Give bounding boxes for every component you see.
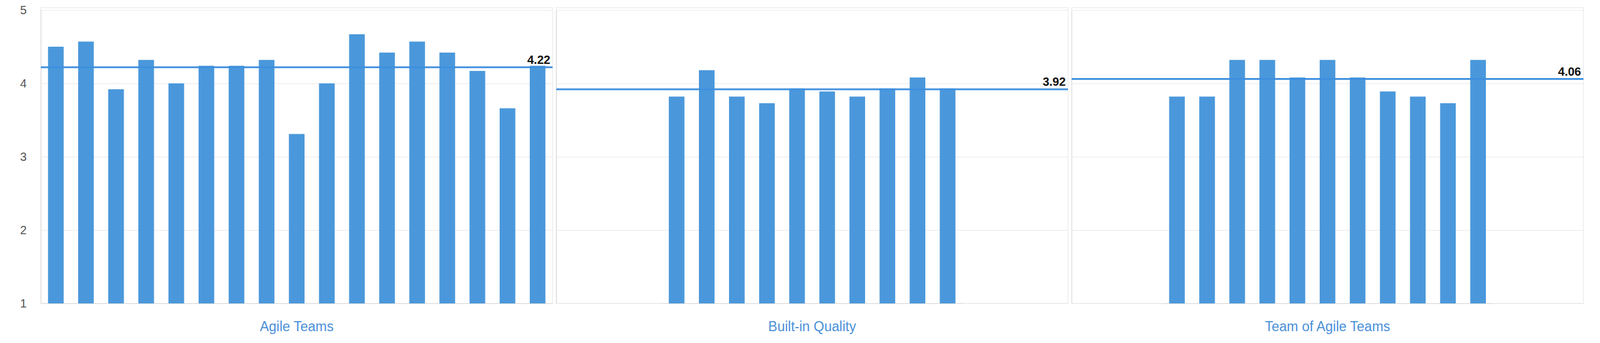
plot-area — [40, 34, 553, 304]
bar — [198, 65, 215, 304]
bar — [409, 41, 425, 304]
grid-line — [556, 230, 1069, 231]
bar — [258, 59, 275, 304]
y-axis — [556, 10, 1069, 304]
plot-area — [1071, 59, 1584, 304]
grid-line — [40, 10, 553, 11]
average-label: 4.22 — [527, 53, 551, 67]
y-axis — [1071, 10, 1584, 304]
bar — [1440, 102, 1456, 304]
panel-frame — [556, 7, 1069, 304]
y-tick — [1071, 303, 1584, 304]
y-axis: 1 2 3 4 5 — [20, 3, 553, 310]
bar — [909, 77, 925, 304]
y-tick-label: 4 — [20, 76, 27, 90]
chart: 1 2 3 4 5 4.22 Agile Teams 3.92 Built-in Quality… — [0, 0, 1600, 343]
bar — [168, 83, 184, 304]
panel-frame — [40, 7, 553, 304]
bar — [1199, 96, 1215, 304]
y-tick — [556, 83, 1069, 84]
bar — [879, 88, 896, 304]
bar — [379, 52, 395, 304]
bar — [1380, 91, 1396, 304]
bar — [289, 134, 305, 304]
y-tick — [1071, 10, 1584, 11]
grid-line — [40, 303, 553, 304]
y-tick: 5 — [20, 3, 553, 17]
bar — [1229, 59, 1245, 304]
panel: 3.92 Built-in Quality — [556, 7, 1069, 335]
x-axis-line — [41, 303, 554, 304]
x-label: Agile Teams — [259, 318, 334, 335]
grid-line — [556, 303, 1069, 304]
bar — [1259, 59, 1275, 304]
x-label: Built-in Quality — [768, 318, 857, 335]
bar — [138, 59, 154, 304]
y-tick — [556, 230, 1069, 231]
bar — [439, 52, 455, 304]
bar — [729, 96, 745, 304]
bar — [1410, 96, 1426, 304]
bar — [499, 108, 516, 304]
y-tick-label: 1 — [20, 296, 27, 310]
bar — [348, 34, 365, 304]
y-axis-line — [1071, 10, 1584, 304]
bar — [1349, 77, 1366, 304]
grid-line — [556, 10, 1069, 11]
x-axis-line — [661, 303, 963, 304]
bar — [1289, 77, 1305, 304]
grid-line — [1071, 10, 1584, 11]
y-tick-label: 3 — [20, 150, 27, 164]
bar — [1470, 59, 1486, 304]
panel: 1 2 3 4 5 4.22 Agile Teams — [20, 3, 553, 335]
bar — [939, 88, 955, 304]
bar — [108, 89, 124, 304]
bar — [1319, 59, 1336, 304]
average-label: 4.06 — [1558, 65, 1582, 79]
grid-line — [556, 83, 1069, 84]
bar — [78, 41, 94, 304]
y-tick — [556, 303, 1069, 304]
y-tick-label: 5 — [20, 3, 27, 17]
bar — [698, 70, 715, 304]
bar — [469, 70, 485, 304]
y-tick-label: 2 — [20, 223, 27, 237]
bar — [228, 65, 245, 304]
x-label: Team of Agile Teams — [1264, 318, 1391, 335]
grid-line — [556, 156, 1069, 158]
bar — [789, 88, 805, 304]
y-axis-line — [556, 10, 1068, 304]
panel-frame — [1071, 7, 1584, 304]
x-axis-line — [1162, 303, 1494, 304]
y-tick — [556, 10, 1069, 11]
y-axis-line — [41, 10, 553, 304]
average-label: 3.92 — [1042, 75, 1066, 89]
average-line — [1071, 78, 1584, 80]
bar — [759, 102, 775, 304]
bar — [668, 96, 685, 304]
grid-line — [1071, 303, 1584, 304]
panel: 4.06 Team of Agile Teams — [1071, 7, 1584, 335]
bar — [529, 65, 546, 304]
average-line — [40, 66, 553, 68]
bar — [819, 91, 835, 304]
bar — [849, 96, 866, 304]
plot-area — [556, 70, 1069, 304]
bar — [319, 83, 335, 304]
bar — [47, 46, 64, 304]
average-line — [556, 88, 1069, 90]
y-tick — [556, 156, 1069, 158]
bar — [1168, 96, 1185, 304]
